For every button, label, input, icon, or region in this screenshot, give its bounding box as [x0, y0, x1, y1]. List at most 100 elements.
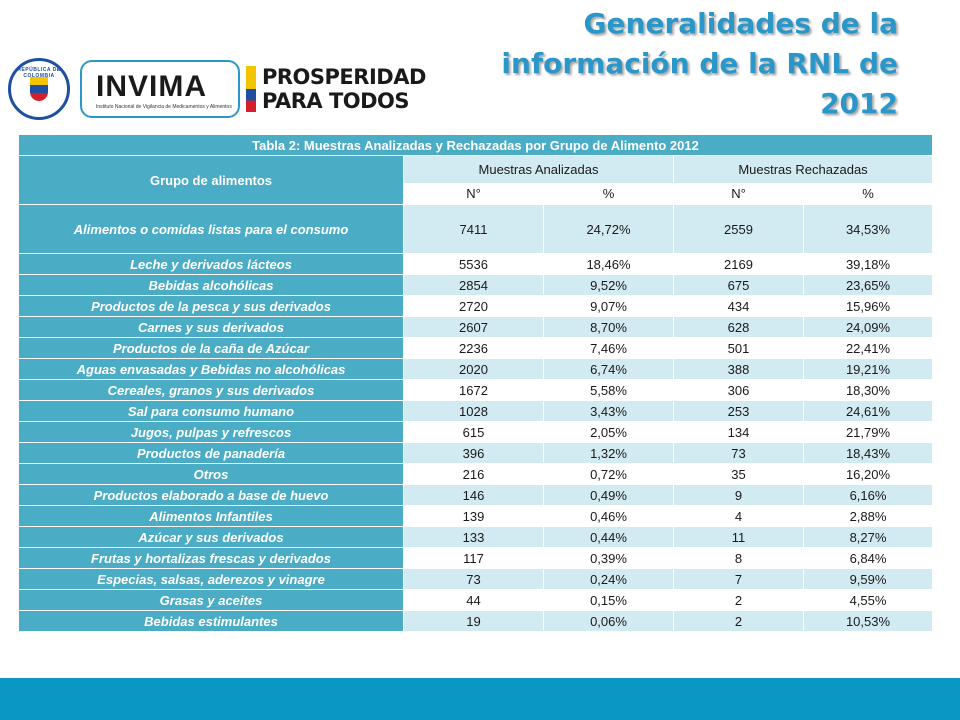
rejected-percent: 34,53% [802, 204, 934, 254]
table-subheader-row: N° % N° % [19, 182, 934, 206]
analyzed-count: 44 [403, 589, 544, 611]
rejected-percent: 24,09% [802, 316, 934, 338]
analyzed-count: 117 [403, 547, 544, 569]
rejected-percent: 8,27% [802, 526, 934, 548]
rejected-header: Muestras Rechazadas [672, 155, 934, 184]
prosperidad-line-1: PROSPERIDAD [262, 65, 426, 89]
food-group-name: Aguas envasadas y Bebidas no alcohólicas [18, 358, 404, 380]
analyzed-count: 133 [403, 526, 544, 548]
sub-header-pct-analyzed: % [543, 182, 674, 206]
rejected-percent: 16,20% [802, 463, 934, 485]
table-row: Jugos, pulpas y refrescos 615 2,05% 134 21,7… [18, 421, 934, 443]
table-caption-row: Tabla 2: Muestras Analizadas y Rechazada… [17, 134, 934, 156]
rejected-count: 2169 [673, 253, 804, 275]
food-group-name: Jugos, pulpas y refrescos [18, 421, 404, 443]
food-group-name: Alimentos Infantiles [18, 505, 404, 527]
table-row: Otros 216 0,72% 35 16,20% [18, 463, 934, 485]
table-row: Frutas y hortalizas frescas y derivados 1… [18, 547, 934, 569]
table-row: Aguas envasadas y Bebidas no alcohólicas… [18, 358, 934, 380]
analyzed-percent: 24,72% [543, 204, 674, 254]
food-group-name: Leche y derivados lácteos [18, 253, 404, 275]
analyzed-count: 615 [403, 421, 544, 443]
analyzed-count: 7411 [403, 204, 544, 254]
analyzed-count: 139 [403, 505, 544, 527]
rejected-percent: 2,88% [802, 505, 934, 527]
rejected-count: 2559 [673, 204, 804, 254]
food-group-name: Productos de panadería [18, 442, 404, 464]
table-row: Azúcar y sus derivados 133 0,44% 11 8,27% [18, 526, 934, 548]
table-row: Bebidas estimulantes 19 0,06% 2 10,53% [18, 610, 934, 632]
food-group-name: Productos elaborado a base de huevo [18, 484, 404, 506]
invima-logo: INVIMA Instituto Nacional de Vigilancia … [80, 60, 240, 118]
rejected-count: 11 [673, 526, 804, 548]
analyzed-percent: 6,74% [543, 358, 674, 380]
sub-header-n-analyzed: N° [403, 182, 544, 206]
rejected-percent: 4,55% [802, 589, 934, 611]
food-group-name: Azúcar y sus derivados [18, 526, 404, 548]
table-row: Alimentos o comidas listas para el consu… [18, 204, 934, 254]
table-header-row: Grupo de alimentos Muestras Analizadas M… [18, 155, 934, 205]
analyzed-percent: 0,39% [543, 547, 674, 569]
table-row: Productos de panadería 396 1,32% 73 18,43% [18, 442, 934, 464]
analyzed-percent: 0,24% [543, 568, 674, 590]
shield-icon [30, 77, 48, 101]
food-group-name: Frutas y hortalizas frescas y derivados [18, 547, 404, 569]
analyzed-count: 2020 [403, 358, 544, 380]
rejected-percent: 23,65% [802, 274, 934, 296]
analyzed-count: 2236 [403, 337, 544, 359]
rejected-count: 675 [673, 274, 804, 296]
rejected-percent: 6,84% [802, 547, 934, 569]
table-row: Productos de la pesca y sus derivados 272… [18, 295, 934, 317]
rejected-count: 434 [673, 295, 804, 317]
table-row: Grasas y aceites 44 0,15% 2 4,55% [18, 589, 934, 611]
rejected-count: 8 [673, 547, 804, 569]
analyzed-count: 73 [403, 568, 544, 590]
food-group-name: Grasas y aceites [18, 589, 404, 611]
rejected-percent: 6,16% [802, 484, 934, 506]
table-row: Sal para consumo humano 1028 3,43% 253 24,61… [18, 400, 934, 422]
table-row: Carnes y sus derivados 2607 8,70% 628 24,09% [18, 316, 934, 338]
rejected-count: 73 [673, 442, 804, 464]
invima-subtitle: Instituto Nacional de Vigilancia de Medi… [96, 104, 232, 110]
table-caption: Tabla 2: Muestras Analizadas y Rechazada… [17, 134, 934, 156]
rejected-count: 2 [673, 589, 804, 611]
food-group-name: Productos de la caña de Azúcar [18, 337, 404, 359]
analyzed-count: 216 [403, 463, 544, 485]
analyzed-percent: 0,46% [543, 505, 674, 527]
rejected-count: 388 [673, 358, 804, 380]
food-group-name: Bebidas estimulantes [18, 610, 404, 632]
analyzed-percent: 18,46% [543, 253, 674, 275]
rejected-count: 4 [673, 505, 804, 527]
analyzed-percent: 0,72% [543, 463, 674, 485]
analyzed-header: Muestras Analizadas [403, 155, 674, 184]
samples-table: Tabla 2: Muestras Analizadas y Rechazada… [17, 134, 934, 632]
rejected-percent: 21,79% [802, 421, 934, 443]
analyzed-percent: 0,06% [543, 610, 674, 632]
colombia-seal-logo: REPÚBLICA DE COLOMBIA [8, 58, 70, 120]
food-group-name: Alimentos o comidas listas para el consu… [18, 204, 404, 254]
table-row: Cereales, granos y sus derivados 1672 5,58… [18, 379, 934, 401]
rejected-percent: 10,53% [802, 610, 934, 632]
table-row: Productos elaborado a base de huevo 146 0,… [18, 484, 934, 506]
analyzed-count: 1672 [403, 379, 544, 401]
analyzed-percent: 2,05% [543, 421, 674, 443]
analyzed-count: 396 [403, 442, 544, 464]
rejected-percent: 39,18% [802, 253, 934, 275]
invima-wordmark: INVIMA [96, 70, 207, 103]
analyzed-count: 2720 [403, 295, 544, 317]
analyzed-count: 5536 [403, 253, 544, 275]
analyzed-percent: 0,44% [543, 526, 674, 548]
table-row: Especias, salsas, aderezos y vinagre 73 0,… [18, 568, 934, 590]
table-row: Leche y derivados lácteos 5536 18,46% 2169 3… [18, 253, 934, 275]
food-group-name: Productos de la pesca y sus derivados [18, 295, 404, 317]
food-group-name: Otros [18, 463, 404, 485]
rejected-percent: 19,21% [802, 358, 934, 380]
sub-header-pct-rejected: % [802, 182, 934, 206]
rejected-percent: 24,61% [802, 400, 934, 422]
sub-header-n-rejected: N° [673, 182, 804, 206]
analyzed-count: 19 [403, 610, 544, 632]
analyzed-percent: 5,58% [543, 379, 674, 401]
slide-title-line-1: Generalidades de la [583, 7, 898, 40]
analyzed-percent: 3,43% [543, 400, 674, 422]
food-group-name: Bebidas alcohólicas [18, 274, 404, 296]
